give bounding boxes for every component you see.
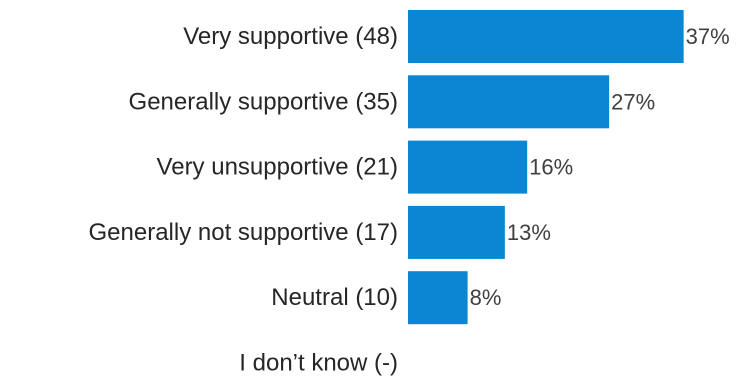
value-label-generally-supportive-35: 27% (611, 89, 655, 114)
bar-generally-not-supportive-17 (408, 205, 505, 259)
category-label-very-unsupportive-21: Very unsupportive (21) (157, 154, 398, 181)
bar-very-unsupportive-21 (408, 140, 528, 194)
bar-very-supportive-48 (408, 10, 684, 63)
bar-generally-supportive-35 (408, 75, 610, 129)
value-label-generally-not-supportive-17: 13% (507, 220, 551, 245)
category-label-generally-not-supportive-17: Generally not supportive (17) (89, 219, 399, 246)
value-label-neutral-10: 8% (470, 285, 502, 310)
category-label-very-supportive-48: Very supportive (48) (183, 23, 398, 50)
bar-neutral-10 (408, 271, 468, 325)
category-label-i-dont-know: I don’t know (-) (239, 350, 398, 377)
category-label-neutral-10: Neutral (10) (271, 284, 398, 311)
value-label-very-unsupportive-21: 16% (529, 155, 573, 180)
value-label-very-supportive-48: 37% (686, 24, 730, 49)
category-label-generally-supportive-35: Generally supportive (35) (129, 88, 398, 115)
